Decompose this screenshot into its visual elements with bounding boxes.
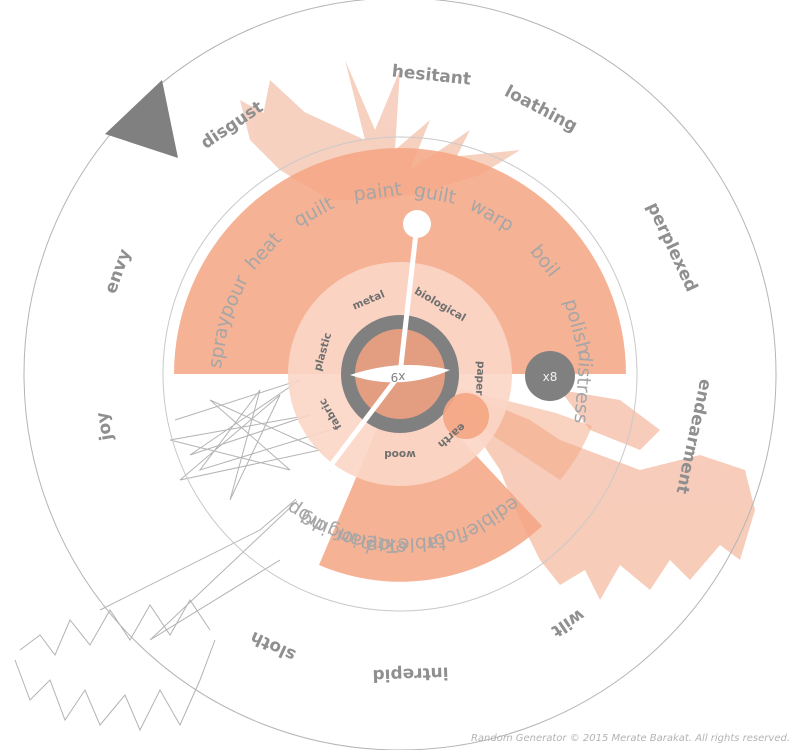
pointer-knob-top[interactable] [403, 210, 431, 238]
outer-word-joy: joy [92, 410, 117, 443]
pointer-line-top [397, 223, 420, 375]
middle-sector-top [174, 148, 626, 374]
mid-word-tabletop: tableTop [365, 532, 446, 557]
outer-word-hesitant: hesitant [391, 62, 472, 90]
x8-badge[interactable] [525, 351, 575, 401]
outer-word-perplexed: perplexed [642, 199, 701, 295]
scribble-decoration-left [14, 379, 331, 732]
pointer-knob-bottom[interactable] [295, 480, 323, 508]
x8-badge-label: x8 [543, 370, 558, 384]
inner-word-wood: wood [384, 448, 416, 460]
earth-bubble [443, 393, 489, 439]
outer-word-sloth: sloth [247, 627, 299, 665]
triangle-marker-icon[interactable] [105, 80, 178, 158]
outer-word-envy: envy [101, 246, 135, 296]
copyright-footer: Random Generator © 2015 Merate Barakat. … [470, 733, 790, 744]
middle-ring-border [162, 136, 638, 612]
outer-word-loathing: loathing [501, 82, 580, 137]
pointer-line-bottom [307, 372, 402, 496]
center-x9-label: x9 [391, 370, 406, 384]
outer-ring-border [23, 0, 777, 750]
outer-word-intrepid: intrepid [372, 662, 449, 685]
inner-word-paper: paper [473, 361, 487, 397]
outer-word-wilt: wilt [547, 604, 588, 640]
mid-word-distress: distress [570, 349, 597, 424]
